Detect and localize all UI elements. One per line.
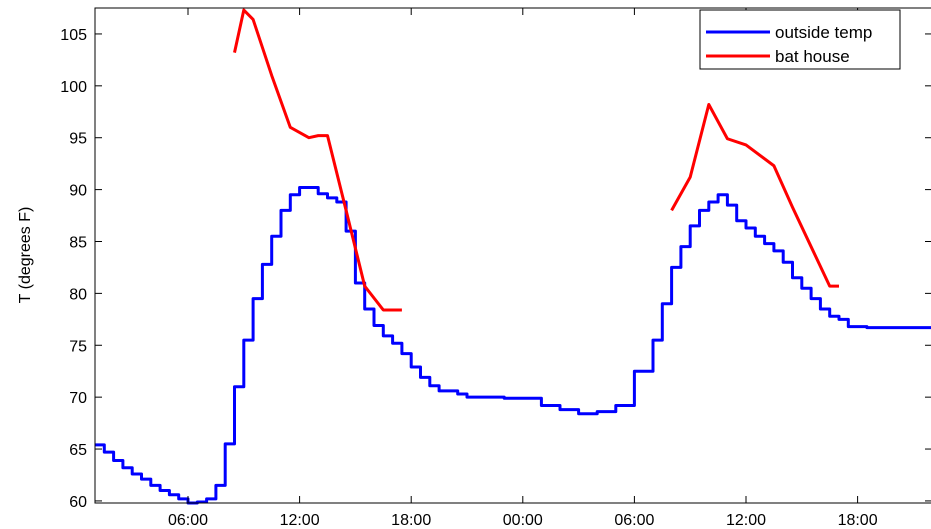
x-tick-label-3: 00:00 bbox=[503, 512, 543, 529]
y-tick-label-105: 105 bbox=[60, 27, 87, 44]
y-tick-label-85: 85 bbox=[69, 234, 87, 251]
legend: outside temp bat house bbox=[699, 9, 901, 70]
y-tick-label-75: 75 bbox=[69, 338, 87, 355]
y-tick-label-100: 100 bbox=[60, 79, 87, 96]
legend-label-outside-temp: outside temp bbox=[775, 23, 872, 42]
x-axis: 06:00 12:00 18:00 00:00 06:00 12:00 18:00 bbox=[168, 8, 878, 529]
series-line-bat-house-1 bbox=[233, 8, 402, 312]
x-tick-label-6: 18:00 bbox=[838, 512, 878, 529]
series-line-outside-temp bbox=[95, 186, 931, 505]
y-tick-label-80: 80 bbox=[69, 286, 87, 303]
legend-box bbox=[699, 9, 901, 70]
plot-background bbox=[95, 8, 931, 503]
y-axis: 60 65 70 75 80 85 90 95 100 105 bbox=[60, 27, 931, 511]
x-tick-label-5: 12:00 bbox=[726, 512, 766, 529]
series-layer bbox=[95, 8, 931, 505]
series-line-bat-house-2 bbox=[670, 103, 839, 288]
x-tick-label-2: 18:00 bbox=[391, 512, 431, 529]
y-axis-label: T (degrees F) bbox=[17, 207, 34, 304]
y-tick-label-70: 70 bbox=[69, 390, 87, 407]
x-tick-label-4: 06:00 bbox=[614, 512, 654, 529]
x-tick-label-0: 06:00 bbox=[168, 512, 208, 529]
y-tick-label-90: 90 bbox=[69, 183, 87, 200]
y-tick-label-65: 65 bbox=[69, 442, 87, 459]
y-tick-label-60: 60 bbox=[69, 494, 87, 511]
legend-label-bat-house: bat house bbox=[775, 47, 850, 66]
plot-frame bbox=[94, 7, 931, 504]
x-tick-label-1: 12:00 bbox=[280, 512, 320, 529]
y-tick-label-95: 95 bbox=[69, 131, 87, 148]
